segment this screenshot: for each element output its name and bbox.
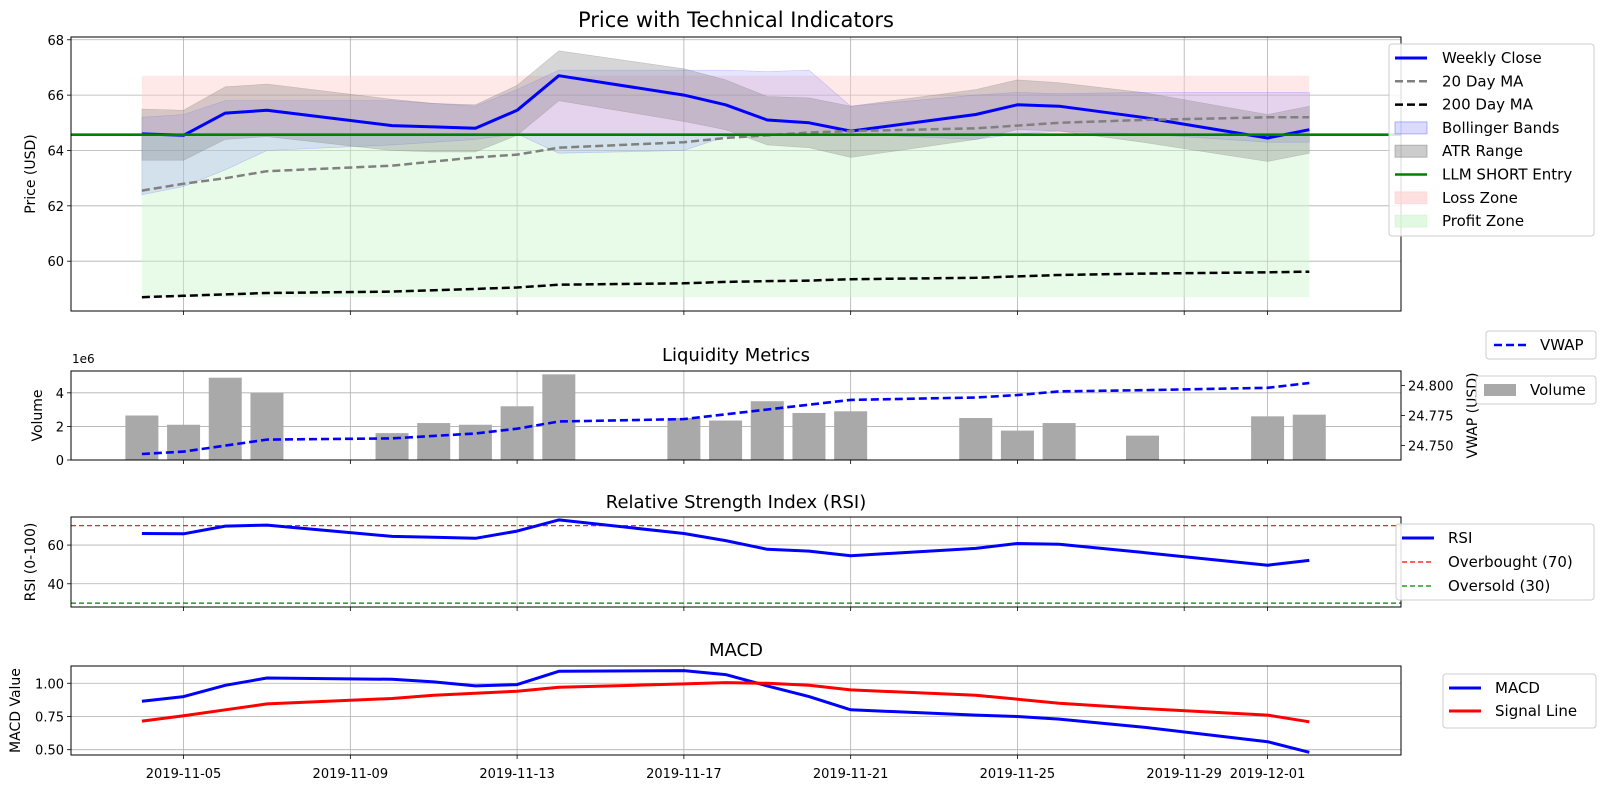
volume-bar — [667, 418, 701, 460]
legend-label: Oversold (30) — [1448, 577, 1550, 595]
plot-frame — [70, 665, 1402, 756]
y-tick-label: 66 — [47, 89, 64, 104]
volume-bar — [1251, 416, 1285, 460]
legend-swatch — [1484, 384, 1516, 396]
rsi-line — [141, 518, 1310, 567]
chart-title: Price with Technical Indicators — [578, 8, 894, 32]
x-tick-label: 2019-11-05 — [146, 767, 222, 782]
legend-box — [1395, 523, 1595, 601]
legend-label: Bollinger Bands — [1442, 119, 1560, 137]
y2-tick-label: 24.800 — [1408, 379, 1454, 394]
series-line-0 — [141, 74, 1310, 140]
y2-tick-label: 24.775 — [1408, 410, 1454, 425]
chart-title: Liquidity Metrics — [662, 345, 810, 366]
volume-bar — [834, 411, 868, 460]
legend-label: Weekly Close — [1442, 49, 1542, 67]
legend-label: 20 Day MA — [1442, 72, 1524, 90]
legend-label: LLM SHORT Entry — [1442, 166, 1572, 184]
macd-series-line-1 — [141, 681, 1310, 724]
legend-label: Volume — [1530, 381, 1586, 399]
y-tick-label: 1.00 — [35, 677, 64, 692]
vwap-line — [141, 381, 1310, 456]
y-axis-label: Volume — [30, 389, 46, 441]
volume-bar — [1000, 430, 1034, 460]
y-offset-text: 1e6 — [72, 352, 95, 366]
x-tick-label: 2019-11-09 — [313, 767, 389, 782]
volume-bar — [375, 433, 409, 460]
volume-bar — [417, 423, 451, 460]
legend-label: ATR Range — [1442, 142, 1523, 160]
legend-box — [1442, 673, 1597, 729]
macd-series-line-0 — [141, 669, 1310, 754]
y-tick-label: 60 — [47, 539, 64, 554]
series-line-2 — [141, 270, 1310, 299]
legend-label: VWAP — [1540, 336, 1584, 354]
legend-label: Signal Line — [1495, 702, 1577, 720]
legend-label: Overbought (70) — [1448, 553, 1573, 571]
volume-bar — [167, 424, 201, 460]
volume-bar — [959, 418, 993, 460]
y-tick-label: 0 — [56, 454, 64, 469]
volume-bar — [792, 412, 826, 460]
chart-title: MACD — [709, 640, 763, 661]
volume-bar — [1292, 414, 1326, 460]
y-tick-label: 40 — [47, 578, 64, 593]
panel-2-axes: 40 60 — [47, 517, 1401, 611]
y-tick-label: 68 — [47, 34, 64, 49]
x-tick-label: 2019-11-25 — [980, 767, 1056, 782]
legend-label: MACD — [1495, 679, 1540, 697]
volume-bar — [542, 374, 576, 460]
volume-bar — [1042, 423, 1076, 460]
legend-swatch — [1394, 144, 1428, 158]
panel-3-axes: 0.50 0.75 1.00 — [35, 666, 1401, 759]
y-tick-label: 2 — [56, 420, 64, 435]
y-tick-label: 60 — [47, 255, 64, 270]
band-0 — [141, 69, 1310, 196]
legend-swatch — [1394, 214, 1428, 228]
volume-bar — [125, 415, 159, 460]
volume-bar — [458, 424, 492, 460]
x-tick-label: 2019-11-29 — [1146, 767, 1222, 782]
legend-swatch — [1394, 191, 1428, 205]
chart-title: Relative Strength Index (RSI) — [606, 492, 866, 513]
y-tick-label: 62 — [47, 200, 64, 215]
y-tick-label: 4 — [56, 387, 64, 402]
series-line-1 — [141, 116, 1310, 192]
volume-bar — [709, 420, 743, 460]
y-axis-label: RSI (0-100) — [23, 523, 39, 602]
volume-bar — [250, 392, 284, 460]
x-tick-label: 2019-11-13 — [479, 767, 555, 782]
legend-label: RSI — [1448, 529, 1472, 547]
volume-bar — [500, 406, 534, 460]
y-tick-label: 0.50 — [35, 744, 64, 759]
legend-box — [1475, 375, 1597, 405]
x-tick-label: 2019-12-01 — [1230, 767, 1306, 782]
legend-box — [1485, 330, 1597, 360]
legend-swatch — [1394, 121, 1428, 135]
volume-bar — [1126, 435, 1160, 460]
x-tick-label: 2019-11-21 — [813, 767, 889, 782]
y2-tick-label: 24.750 — [1408, 440, 1454, 455]
legend-box — [1388, 43, 1595, 237]
legend-label: Loss Zone — [1442, 189, 1518, 207]
x-tick-label: 2019-11-17 — [646, 767, 722, 782]
legend-label: Profit Zone — [1442, 212, 1524, 230]
y-axis-label: Price (USD) — [23, 134, 39, 213]
panel-1-axes: 0 2 4 — [56, 371, 1401, 469]
y-tick-label: 64 — [47, 144, 64, 159]
y-axis-label: MACD Value — [8, 668, 24, 753]
legend-label: 200 Day MA — [1442, 96, 1534, 114]
zone-1 — [141, 134, 1310, 298]
panel-0-axes: 60 62 64 66 68 — [47, 34, 1401, 315]
plot-frame — [70, 516, 1402, 608]
y-tick-label: 0.75 — [35, 710, 64, 725]
